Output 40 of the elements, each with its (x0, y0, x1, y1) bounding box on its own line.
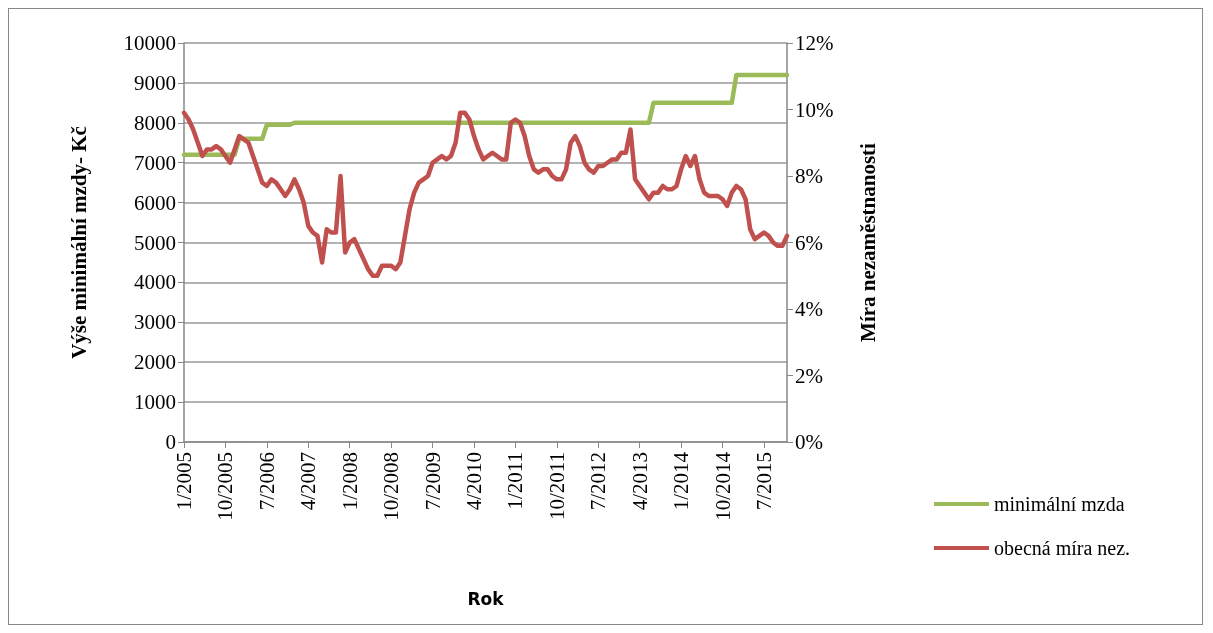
y-tick-label: 7000 (134, 150, 176, 175)
x-tick-label: 1/2005 (172, 452, 196, 511)
y-tick-label: 5000 (134, 230, 176, 255)
line-series (181, 110, 790, 278)
y-tick-label: 6000 (134, 190, 176, 215)
y-tick-label: 4000 (134, 270, 176, 295)
line-series (181, 72, 790, 157)
y-tick-label: 0 (165, 430, 176, 454)
y2-axis-title: Míra nezaměstnanosti (855, 142, 880, 342)
x-tick-label: 10/2011 (544, 452, 569, 521)
x-tick-label: 10/2005 (213, 452, 238, 521)
x-tick-label: 1/2008 (337, 452, 362, 511)
y-tick-label: 8000 (134, 110, 176, 135)
x-tick-label: 4/2010 (461, 452, 486, 511)
y2-tick-label: 12% (795, 31, 834, 55)
x-tick-label: 7/2012 (586, 452, 611, 511)
x-tick-label: 1/2014 (669, 451, 694, 511)
y2-tick-label: 0% (795, 430, 823, 454)
x-tick-label: 10/2008 (379, 452, 404, 521)
y-tick-label: 1000 (134, 390, 176, 415)
x-tick-label: 1/2011 (503, 452, 528, 510)
y-tick-label: 10000 (123, 31, 176, 55)
y-tick-label: 2000 (134, 350, 176, 375)
y-axis-title: Výše minimální mzdy- Kč (66, 126, 91, 359)
y2-tick-label: 2% (795, 363, 823, 388)
y2-tick-label: 8% (795, 164, 823, 188)
x-tick-label: 4/2007 (296, 452, 321, 511)
x-axis-title: Rok (467, 588, 505, 609)
legend-label: minimální mzda (994, 493, 1125, 515)
y2-tick-label: 10% (795, 97, 834, 122)
legend-label: obecná míra nez. (994, 537, 1131, 559)
x-tick-label: 7/2009 (420, 452, 445, 511)
x-tick-label: 7/2015 (751, 452, 776, 511)
x-tick-label: 7/2006 (254, 452, 279, 511)
y2-tick-label: 4% (795, 297, 823, 321)
y-tick-label: 9000 (134, 70, 176, 95)
x-tick-label: 10/2014 (710, 451, 735, 521)
y-tick-label: 3000 (134, 310, 176, 335)
y2-tick-label: 6% (795, 230, 823, 255)
x-tick-label: 4/2013 (627, 452, 652, 511)
